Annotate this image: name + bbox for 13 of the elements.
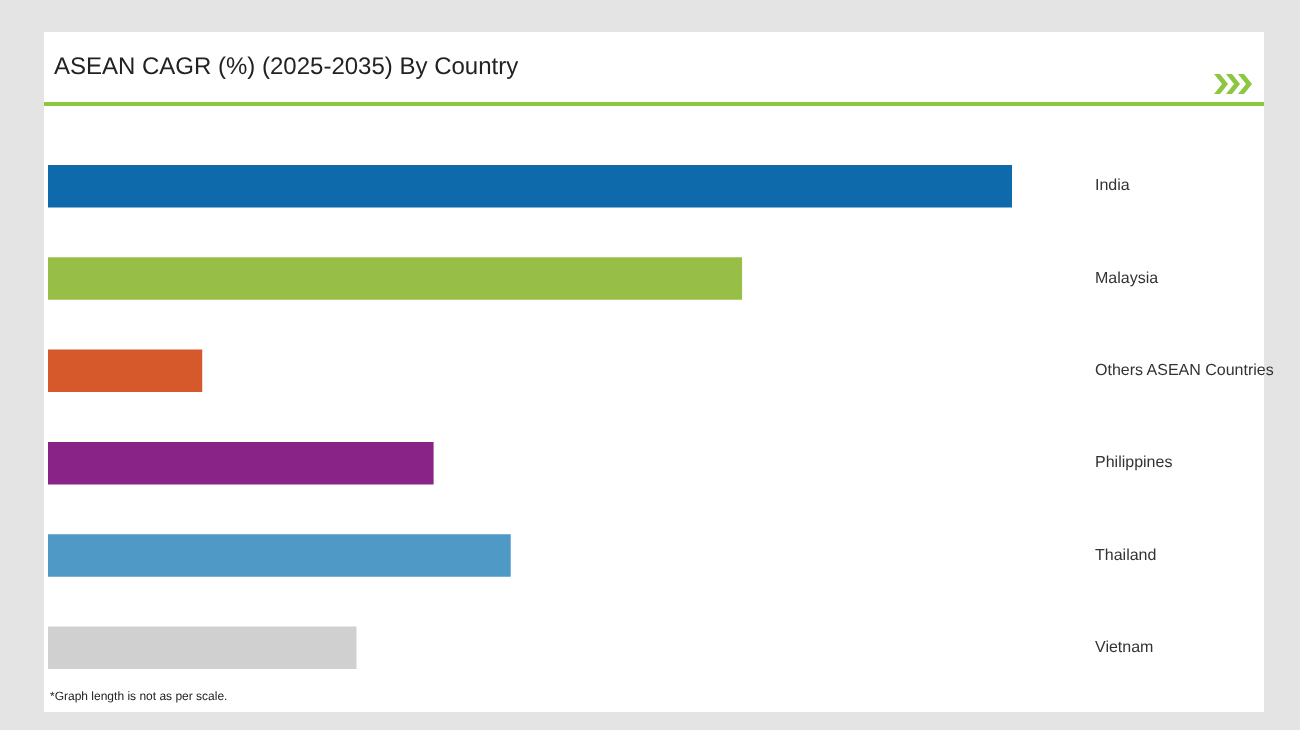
y-tick-label: Philippines	[1095, 453, 1173, 472]
y-tick-label: Malaysia	[1095, 268, 1160, 287]
y-tick-label: Others ASEAN Countries	[1095, 360, 1274, 379]
bar	[48, 349, 203, 393]
y-tick-label: India	[1095, 176, 1131, 195]
y-tick-label: Thailand	[1095, 545, 1157, 564]
bar	[48, 441, 434, 485]
chart-title: ASEAN CAGR (%) (2025-2035) By Country	[54, 52, 519, 80]
bar	[48, 164, 1012, 208]
bar	[48, 534, 511, 577]
bar	[48, 626, 357, 670]
y-tick-label: Vietnam	[1095, 637, 1155, 656]
bar	[48, 257, 743, 300]
